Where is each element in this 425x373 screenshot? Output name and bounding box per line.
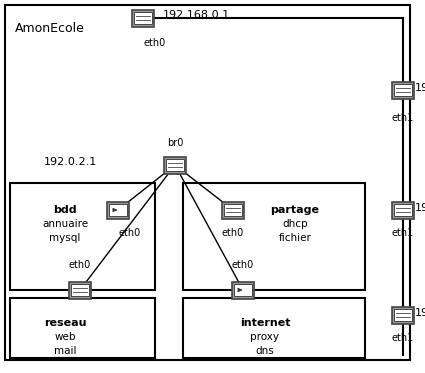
Text: web: web [54,332,76,342]
Bar [235,284,252,296]
Text: dns: dns [255,346,275,356]
Bar [71,284,88,296]
Bar [394,309,411,321]
Text: eth1: eth1 [392,228,414,238]
Text: 192.168.1.3: 192.168.1.3 [415,308,425,318]
Text: internet: internet [240,318,290,328]
Bar [392,307,414,323]
Text: eth0: eth0 [69,260,91,270]
Bar [107,201,129,219]
Text: 192.168.1.1: 192.168.1.1 [415,83,425,93]
Text: eth0: eth0 [232,260,254,270]
Text: br0: br0 [167,138,183,148]
Text: fichier: fichier [278,233,312,243]
Bar [134,12,152,24]
Bar [109,204,127,216]
Text: eth0: eth0 [222,228,244,238]
Bar [232,282,254,298]
Bar [392,201,414,219]
Text: bdd: bdd [53,205,77,215]
Text: eth0: eth0 [119,228,141,238]
Bar [132,9,154,26]
Text: 192.168.0.1: 192.168.0.1 [163,10,230,20]
Text: dhcp: dhcp [282,219,308,229]
Bar [392,81,414,98]
Text: 192.0.2.1: 192.0.2.1 [44,157,97,167]
Bar [10,298,155,358]
Bar [167,159,184,171]
Text: eth0: eth0 [144,38,166,48]
Text: 192.168.1.2: 192.168.1.2 [415,203,425,213]
Text: AmonEcole: AmonEcole [15,22,85,35]
Bar [164,157,186,173]
Text: reseau: reseau [44,318,86,328]
Bar [394,204,411,216]
Bar [394,84,411,96]
Text: annuaire: annuaire [42,219,88,229]
Bar [69,282,91,298]
Bar [224,204,241,216]
Text: proxy: proxy [250,332,280,342]
Bar [222,201,244,219]
Text: eth1: eth1 [392,333,414,343]
Bar [183,298,365,358]
Text: eth1: eth1 [392,113,414,123]
Text: partage: partage [270,205,320,215]
Bar [10,183,155,290]
Bar [183,183,365,290]
Text: mysql: mysql [49,233,81,243]
Text: mail: mail [54,346,76,356]
